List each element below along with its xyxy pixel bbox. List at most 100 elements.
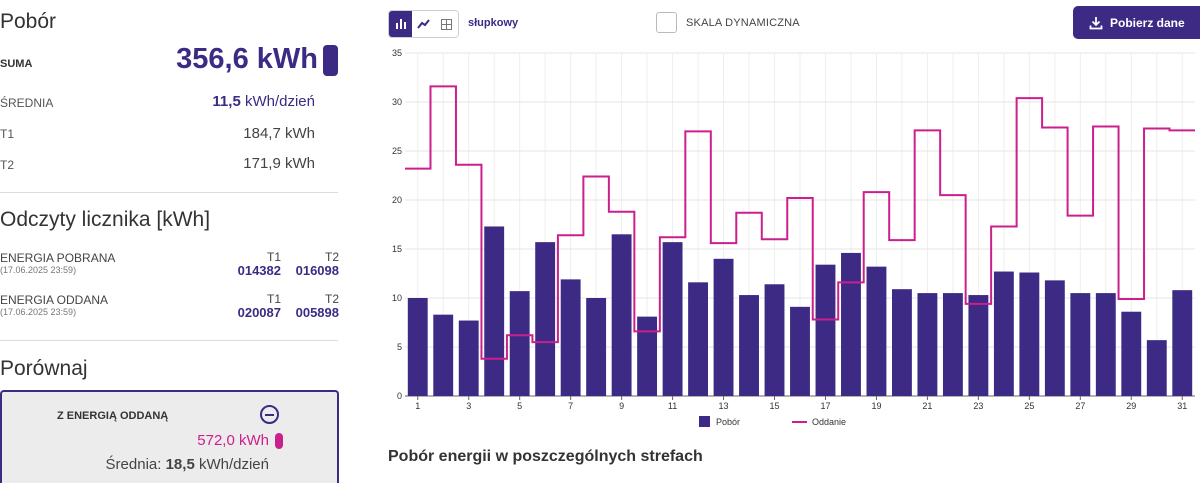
x-tick-label: 5 (517, 401, 522, 411)
bar (433, 314, 454, 396)
bar (484, 226, 505, 396)
x-tick-label: 27 (1075, 401, 1085, 411)
bar (458, 320, 479, 396)
x-tick-label: 17 (820, 401, 830, 411)
x-tick-label: 9 (619, 401, 624, 411)
meter-title: Odczyty licznika [kWh] (0, 208, 211, 231)
y-tick-label: 25 (392, 146, 402, 156)
bar (637, 316, 658, 396)
bar-chart-icon[interactable] (389, 11, 412, 37)
download-button[interactable]: Pobierz dane (1073, 6, 1200, 39)
legend-label-oddanie: Oddanie (812, 417, 846, 427)
x-tick-label: 13 (719, 401, 729, 411)
table-icon[interactable] (435, 11, 458, 37)
bar (891, 289, 912, 396)
bar (688, 282, 709, 396)
legend-swatch-pobor (699, 416, 710, 427)
chart-type-toggle (388, 10, 459, 38)
compare-card-title: Z ENERGIĄ ODDANĄ (57, 410, 169, 422)
x-tick-label: 7 (568, 401, 573, 411)
compare-average: Średnia: 18,5 kWh/dzień (105, 456, 269, 473)
t1-label: T1 (0, 127, 15, 141)
line-chart-icon[interactable] (412, 11, 435, 37)
meter-row-date: (17.06.2025 23:59) (0, 307, 77, 317)
meter-t1-value: 020087 (237, 305, 281, 320)
bar (866, 266, 887, 396)
bar (993, 271, 1014, 396)
bar (509, 291, 530, 396)
dynamic-scale-checkbox[interactable] (656, 12, 677, 33)
meter-t1-label: T1 (266, 292, 281, 306)
x-tick-label: 29 (1126, 401, 1136, 411)
compare-color-chip (275, 433, 283, 449)
bar (1121, 311, 1142, 396)
bar (662, 242, 683, 396)
meter-t2-value: 016098 (295, 263, 339, 278)
meter-t2-label: T2 (324, 250, 339, 264)
y-tick-label: 5 (397, 342, 402, 352)
suma-label: SUMA (0, 58, 33, 70)
bar (1019, 272, 1040, 396)
bar (407, 298, 428, 396)
meter-t1-value: 014382 (237, 263, 281, 278)
bar (942, 293, 963, 396)
download-icon (1089, 16, 1103, 29)
meter-t1-label: T1 (266, 250, 281, 264)
chart-mode-label: słupkowy (468, 17, 519, 29)
meter-t2-value: 005898 (295, 305, 339, 320)
y-tick-label: 10 (392, 293, 402, 303)
bar (968, 295, 989, 396)
dynamic-scale-label: SKALA DYNAMICZNA (686, 17, 800, 29)
remove-compare-icon[interactable] (260, 405, 279, 424)
legend-label-pobor: Pobór (716, 417, 740, 427)
meter-t2-label: T2 (324, 292, 339, 306)
divider (0, 340, 338, 341)
bar (560, 279, 581, 396)
x-tick-label: 15 (770, 401, 780, 411)
t2-value: 171,9 kWh (243, 155, 315, 172)
summary-title: Pobór (0, 10, 57, 33)
x-tick-label: 31 (1177, 401, 1187, 411)
bar (1070, 293, 1091, 396)
bar (586, 298, 607, 396)
srednia-value: 11,5 kWh/dzień (212, 93, 315, 110)
t2-label: T2 (0, 158, 15, 172)
y-tick-label: 30 (392, 97, 402, 107)
bar (1146, 340, 1167, 396)
y-tick-label: 0 (397, 391, 402, 401)
x-tick-label: 21 (922, 401, 932, 411)
x-tick-label: 25 (1024, 401, 1034, 411)
bar (739, 295, 759, 396)
suma-value: 356,6 kWh (176, 43, 318, 75)
t1-value: 184,7 kWh (243, 125, 315, 142)
download-label: Pobierz dane (1110, 15, 1185, 30)
bar (713, 258, 734, 396)
meter-row-date: (17.06.2025 23:59) (0, 265, 77, 275)
x-tick-label: 19 (871, 401, 881, 411)
compare-card[interactable]: Z ENERGIĄ ODDANĄ 572,0 kWh Średnia: 18,5… (0, 390, 339, 483)
meter-row-label: ENERGIA POBRANA (0, 251, 116, 265)
bar (841, 252, 861, 396)
bar (815, 264, 836, 396)
bar (1044, 280, 1065, 396)
y-tick-label: 20 (392, 195, 402, 205)
bar (764, 284, 785, 396)
suma-color-chip (323, 45, 338, 76)
meter-row-label: ENERGIA ODDANA (0, 293, 109, 307)
compare-title: Porównaj (0, 357, 88, 380)
compare-value: 572,0 kWh (197, 432, 269, 449)
x-tick-label: 11 (668, 401, 677, 411)
bar (611, 234, 632, 396)
bar (790, 306, 810, 396)
divider (0, 192, 338, 193)
x-tick-label: 23 (973, 401, 983, 411)
summary-panel: Pobór SUMA 356,6 kWh ŚREDNIA 11,5 kWh/dz… (0, 0, 340, 483)
y-tick-label: 35 (392, 48, 402, 58)
bar (1095, 293, 1116, 396)
oddanie-step-line (405, 85, 1195, 360)
section-title: Pobór energii w poszczególnych strefach (388, 448, 703, 465)
srednia-label: ŚREDNIA (0, 96, 54, 110)
x-tick-label: 1 (415, 401, 420, 411)
bar (535, 242, 556, 396)
